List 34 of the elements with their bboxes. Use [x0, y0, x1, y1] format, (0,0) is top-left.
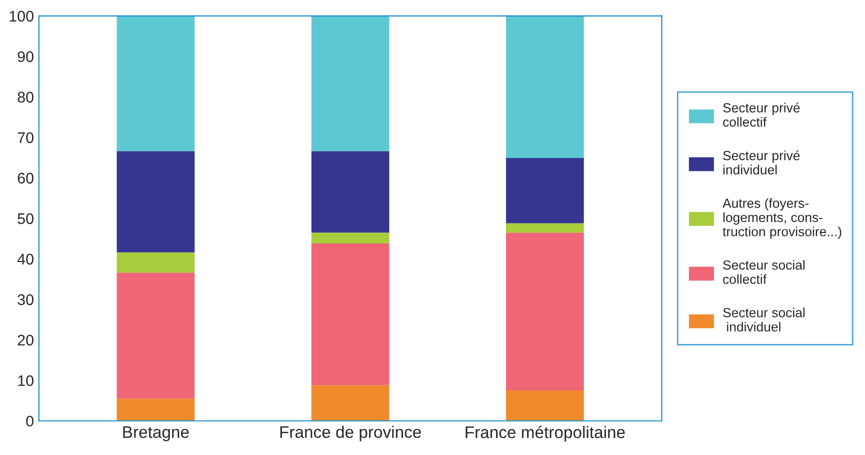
- legend-label: Secteur privé collectif: [723, 102, 800, 127]
- bar: [311, 385, 390, 421]
- legend-label: Secteur privé individuel: [723, 150, 800, 174]
- x-tick-label: France de province: [280, 426, 421, 442]
- bar: [116, 252, 195, 273]
- bar: [311, 16, 390, 152]
- y-tick-label: 40: [17, 254, 34, 265]
- bar: [506, 232, 584, 391]
- legend-label: Autres (foyers- logements, cons- truction provisoire...): [722, 198, 842, 239]
- y-tick-label: 0: [26, 416, 34, 427]
- bar: [506, 390, 584, 421]
- legend-label: Secteur social individuel: [723, 308, 805, 332]
- bar: [116, 398, 195, 421]
- y-tick-label: 80: [18, 92, 34, 103]
- bar: [506, 16, 584, 158]
- y-tick-label: 50: [18, 213, 34, 224]
- x-tick-label: Bretagne: [123, 426, 189, 442]
- y-tick-label: 60: [18, 172, 34, 184]
- bar: [311, 151, 390, 233]
- y-tick-label: 100: [10, 10, 34, 22]
- y-tick-label: 10: [18, 375, 34, 386]
- bar: [311, 232, 390, 244]
- y-tick-label: 90: [18, 51, 34, 62]
- bar: [506, 158, 584, 224]
- bar: [116, 151, 195, 252]
- y-tick-label: 30: [18, 294, 34, 306]
- legend-label: Secteur social collectif: [723, 260, 805, 284]
- bar: [116, 16, 195, 152]
- y-tick-label: 20: [18, 334, 34, 346]
- y-tick-label: 70: [18, 132, 34, 144]
- bar: [116, 272, 195, 399]
- bar: [311, 244, 390, 386]
- x-tick-label: France métropolitaine: [466, 426, 625, 442]
- bar: [506, 223, 584, 233]
